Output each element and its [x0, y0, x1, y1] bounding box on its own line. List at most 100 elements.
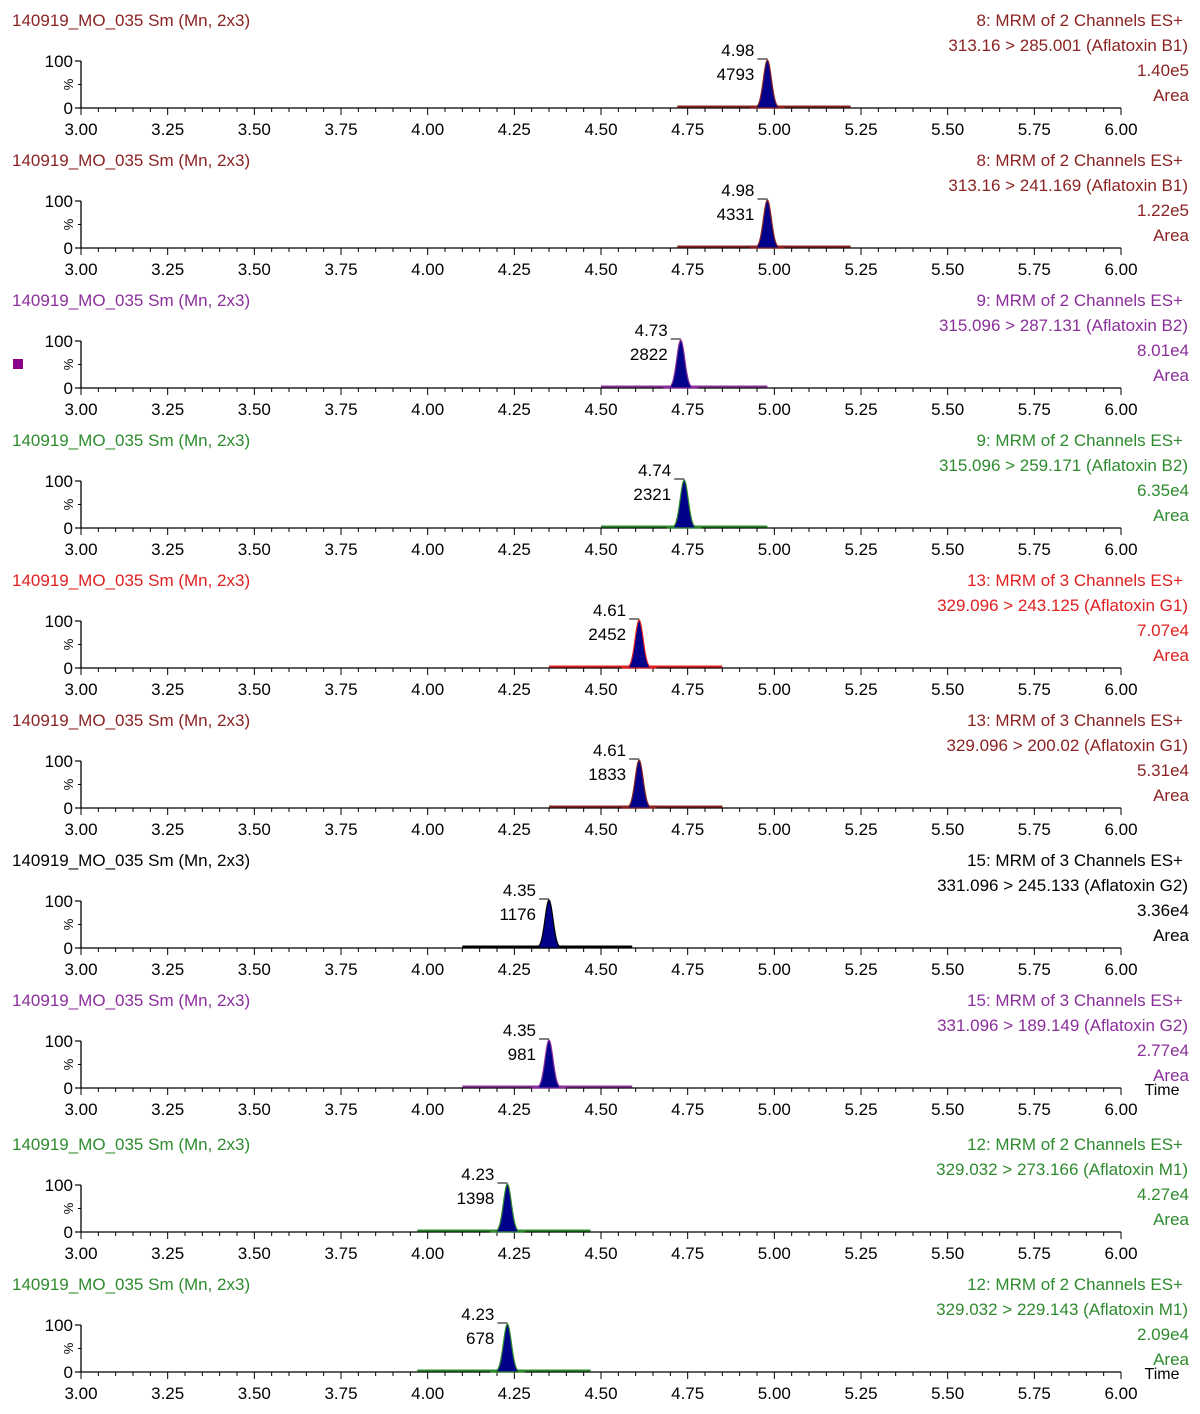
peak-retention-time: 4.61 — [593, 601, 626, 620]
chromatogram-peak — [621, 759, 657, 809]
function-label: 13: MRM of 3 Channels ES+ — [967, 571, 1183, 590]
x-tick-label: 3.00 — [64, 120, 97, 139]
y-axis-label: % — [61, 1342, 76, 1354]
chromatogram-peak — [490, 1323, 525, 1373]
x-tick-label: 4.50 — [584, 400, 617, 419]
x-tick-label: 3.50 — [238, 1384, 271, 1403]
x-tick-label: 4.50 — [584, 1100, 617, 1119]
x-tick-label: 5.00 — [758, 120, 791, 139]
transition-label: 329.096 > 243.125 (Aflatoxin G1) — [937, 596, 1188, 615]
y-tick-label: 100 — [45, 892, 73, 911]
x-tick-label: 4.75 — [671, 400, 704, 419]
x-tick-label: 4.25 — [498, 1100, 531, 1119]
transition-label: 313.16 > 241.169 (Aflatoxin B1) — [948, 176, 1188, 195]
x-tick-label: 5.75 — [1018, 1100, 1051, 1119]
mode-label: Area — [1153, 926, 1189, 945]
y-axis-label: % — [61, 1058, 76, 1070]
x-tick-label: 4.50 — [584, 960, 617, 979]
intensity-label: 3.36e4 — [1137, 901, 1189, 920]
y-tick-label: 0 — [64, 379, 73, 398]
intensity-label: 6.35e4 — [1137, 481, 1189, 500]
y-tick-label: 100 — [45, 1032, 73, 1051]
sample-label: 140919_MO_035 Sm (Mn, 2x3) — [12, 1135, 250, 1154]
x-tick-label: 3.25 — [151, 120, 184, 139]
x-tick-label: 3.00 — [64, 960, 97, 979]
x-tick-label: 5.50 — [931, 1244, 964, 1263]
x-tick-label: 4.50 — [584, 120, 617, 139]
x-tick-label: 5.75 — [1018, 680, 1051, 699]
x-tick-label: 4.25 — [498, 1244, 531, 1263]
sample-label: 140919_MO_035 Sm (Mn, 2x3) — [12, 851, 250, 870]
chromatogram-panel: 140919_MO_035 Sm (Mn, 2x3) 12: MRM of 2 C… — [12, 1275, 1190, 1403]
x-tick-label: 3.00 — [64, 540, 97, 559]
function-label: 8: MRM of 2 Channels ES+ — [977, 151, 1184, 170]
x-tick-label: 4.00 — [411, 120, 444, 139]
peak-retention-time: 4.98 — [721, 181, 754, 200]
mode-label: Area — [1153, 366, 1189, 385]
intensity-label: 8.01e4 — [1137, 341, 1189, 360]
x-tick-label: 6.00 — [1104, 400, 1137, 419]
sample-label: 140919_MO_035 Sm (Mn, 2x3) — [12, 991, 250, 1010]
y-tick-label: 100 — [45, 1316, 73, 1335]
y-axis-label: % — [61, 638, 76, 650]
chromatogram-peak — [663, 339, 699, 389]
peak-area: 4793 — [717, 65, 755, 84]
y-tick-label: 100 — [45, 612, 73, 631]
intensity-label: 1.40e5 — [1137, 61, 1189, 80]
peak-area: 1398 — [457, 1189, 495, 1208]
y-tick-label: 0 — [64, 99, 73, 118]
x-tick-label: 3.50 — [238, 820, 271, 839]
x-tick-label: 5.50 — [931, 120, 964, 139]
x-tick-label: 4.75 — [671, 120, 704, 139]
x-tick-label: 3.75 — [324, 1384, 357, 1403]
x-tick-label: 3.75 — [324, 1244, 357, 1263]
peak-retention-time: 4.23 — [461, 1305, 494, 1324]
x-tick-label: 6.00 — [1104, 1100, 1137, 1119]
y-tick-label: 0 — [64, 659, 73, 678]
x-tick-label: 6.00 — [1104, 260, 1137, 279]
function-label: 12: MRM of 2 Channels ES+ — [967, 1135, 1183, 1154]
chromatogram-peak — [750, 59, 785, 109]
x-tick-label: 5.00 — [758, 1244, 791, 1263]
transition-label: 313.16 > 285.001 (Aflatoxin B1) — [948, 36, 1188, 55]
mode-label: Area — [1153, 1210, 1189, 1229]
transition-label: 329.032 > 273.166 (Aflatoxin M1) — [936, 1160, 1188, 1179]
x-tick-label: 5.50 — [931, 260, 964, 279]
x-tick-label: 3.50 — [238, 540, 271, 559]
peak-retention-time: 4.61 — [593, 741, 626, 760]
x-tick-label: 5.00 — [758, 400, 791, 419]
peak-area: 2321 — [633, 485, 671, 504]
sample-label: 140919_MO_035 Sm (Mn, 2x3) — [12, 291, 250, 310]
x-tick-label: 5.75 — [1018, 1244, 1051, 1263]
y-axis-label: % — [61, 218, 76, 230]
x-tick-label: 4.75 — [671, 680, 704, 699]
transition-label: 329.032 > 229.143 (Aflatoxin M1) — [936, 1300, 1188, 1319]
sample-label: 140919_MO_035 Sm (Mn, 2x3) — [12, 151, 250, 170]
sample-label: 140919_MO_035 Sm (Mn, 2x3) — [12, 571, 250, 590]
y-tick-label: 100 — [45, 1176, 73, 1195]
x-tick-label: 6.00 — [1104, 680, 1137, 699]
transition-label: 315.096 > 287.131 (Aflatoxin B2) — [939, 316, 1188, 335]
x-tick-label: 3.75 — [324, 120, 357, 139]
chromatogram-panel: 140919_MO_035 Sm (Mn, 2x3) 13: MRM of 3 C… — [12, 571, 1190, 699]
y-tick-label: 0 — [64, 1363, 73, 1382]
y-tick-label: 0 — [64, 239, 73, 258]
x-tick-label: 5.75 — [1018, 400, 1051, 419]
chromatogram-panel: 140919_MO_035 Sm (Mn, 2x3) 8: MRM of 2 Ch… — [12, 11, 1190, 139]
x-tick-label: 5.50 — [931, 960, 964, 979]
mode-label: Area — [1153, 786, 1189, 805]
x-tick-label: 5.00 — [758, 680, 791, 699]
x-tick-label: 4.25 — [498, 820, 531, 839]
x-tick-label: 5.75 — [1018, 120, 1051, 139]
x-tick-label: 5.75 — [1018, 540, 1051, 559]
chromatogram-panel: 140919_MO_035 Sm (Mn, 2x3) 9: MRM of 2 Ch… — [12, 431, 1190, 559]
x-tick-label: 3.50 — [238, 120, 271, 139]
x-tick-label: 6.00 — [1104, 1244, 1137, 1263]
y-tick-label: 100 — [45, 192, 73, 211]
peak-retention-time: 4.73 — [635, 321, 668, 340]
x-tick-label: 3.75 — [324, 960, 357, 979]
chromatogram-panel: 140919_MO_035 Sm (Mn, 2x3) 15: MRM of 3 C… — [12, 991, 1190, 1119]
function-label: 15: MRM of 3 Channels ES+ — [967, 851, 1183, 870]
peak-area: 2452 — [588, 625, 626, 644]
x-tick-label: 3.25 — [151, 1244, 184, 1263]
